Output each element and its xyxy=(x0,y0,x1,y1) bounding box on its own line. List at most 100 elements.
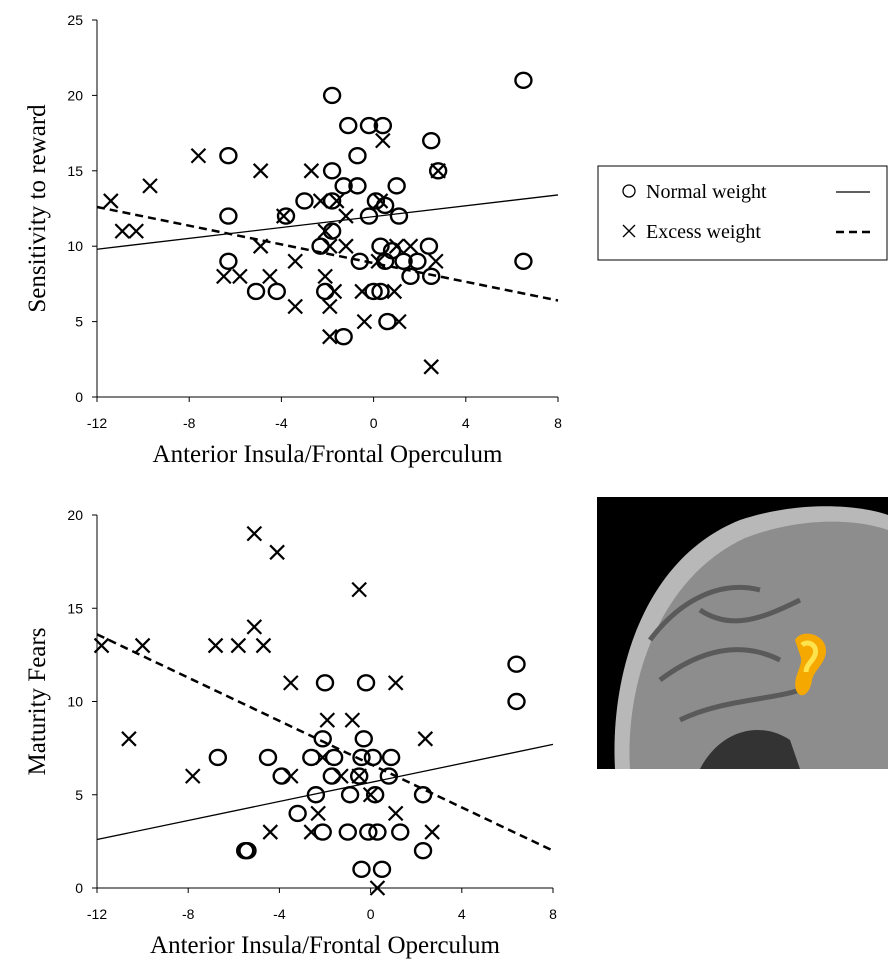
circle-marker xyxy=(353,862,369,877)
cross-marker xyxy=(254,164,268,178)
legend-label: Normal weight xyxy=(646,181,767,203)
circle-marker xyxy=(324,88,340,103)
cross-marker xyxy=(355,284,369,298)
circle-marker xyxy=(389,178,405,193)
circle-marker xyxy=(290,806,306,821)
cross-marker xyxy=(429,254,443,268)
cross-marker xyxy=(247,527,261,541)
x-tick-label: -4 xyxy=(273,906,286,922)
y-tick-label: 5 xyxy=(75,314,83,330)
cross-marker xyxy=(389,806,403,820)
x-tick-label: 0 xyxy=(367,906,375,922)
cross-marker xyxy=(115,224,129,238)
y-tick-label: 25 xyxy=(67,12,83,28)
cross-marker xyxy=(233,269,247,283)
circle-marker xyxy=(515,254,531,269)
cross-marker xyxy=(104,194,118,208)
circle-marker xyxy=(509,657,525,672)
cross-marker xyxy=(314,194,328,208)
circle-marker xyxy=(220,209,236,224)
cross-marker xyxy=(352,769,366,783)
y-tick-label: 15 xyxy=(67,163,83,179)
circle-marker xyxy=(391,209,407,224)
cross-marker xyxy=(327,284,341,298)
cross-marker xyxy=(352,583,366,597)
cross-marker xyxy=(186,769,200,783)
circle-marker xyxy=(210,750,226,765)
x-axis-label: Anterior Insula/Frontal Operculum xyxy=(153,441,503,468)
circle-marker xyxy=(509,694,525,709)
cross-marker xyxy=(136,639,150,653)
circle-marker xyxy=(278,209,294,224)
cross-marker xyxy=(263,825,277,839)
circle-marker xyxy=(324,163,340,178)
cross-marker xyxy=(418,732,432,746)
cross-marker xyxy=(304,825,318,839)
y-tick-label: 20 xyxy=(67,87,83,103)
y-axis-label: Sensitivity to reward xyxy=(24,104,51,313)
x-tick-label: -4 xyxy=(275,415,288,431)
y-tick-label: 10 xyxy=(67,238,83,254)
circle-marker xyxy=(296,193,312,208)
x-tick-label: 8 xyxy=(554,415,562,431)
circle-marker xyxy=(515,73,531,88)
cross-marker xyxy=(376,134,390,148)
circle-marker xyxy=(317,675,333,690)
brain-image xyxy=(597,497,888,769)
cross-marker xyxy=(339,209,353,223)
circle-marker xyxy=(421,239,437,254)
y-axis-label: Maturity Fears xyxy=(24,628,51,776)
cross-marker xyxy=(304,164,318,178)
fit-line xyxy=(97,207,558,300)
cross-marker xyxy=(323,239,337,253)
cross-marker xyxy=(339,239,353,253)
cross-marker xyxy=(389,676,403,690)
cross-marker xyxy=(334,769,348,783)
cross-marker xyxy=(323,300,337,314)
y-tick-label: 20 xyxy=(67,507,83,523)
x-axis-label: Anterior Insula/Frontal Operculum xyxy=(150,932,500,959)
circle-marker xyxy=(415,843,431,858)
circle-marker xyxy=(260,750,276,765)
cross-marker xyxy=(357,315,371,329)
cross-marker xyxy=(392,315,406,329)
circle-marker xyxy=(315,731,331,746)
cross-marker xyxy=(425,825,439,839)
cross-marker xyxy=(311,806,325,820)
y-tick-label: 15 xyxy=(67,600,83,616)
y-tick-label: 0 xyxy=(75,389,83,405)
cross-marker xyxy=(390,239,404,253)
circle-marker xyxy=(415,787,431,802)
circle-marker xyxy=(423,133,439,148)
cross-marker xyxy=(256,639,270,653)
cross-marker xyxy=(270,545,284,559)
cross-marker xyxy=(320,713,334,727)
circle-marker xyxy=(423,269,439,284)
circle-marker xyxy=(324,769,340,784)
x-tick-label: 0 xyxy=(370,415,378,431)
circle-marker xyxy=(349,148,365,163)
cross-marker xyxy=(424,360,438,374)
cross-marker xyxy=(345,713,359,727)
fit-line xyxy=(97,634,553,850)
x-tick-label: 4 xyxy=(458,906,466,922)
circle-marker xyxy=(336,329,352,344)
circle-marker xyxy=(317,284,333,299)
circle-marker xyxy=(274,769,290,784)
circle-marker xyxy=(374,862,390,877)
page: {"chart_data": [ {"type": "scatter", "x_… xyxy=(0,0,888,969)
x-tick-label: -12 xyxy=(87,415,107,431)
cross-marker xyxy=(403,239,417,253)
x-tick-label: 8 xyxy=(549,906,557,922)
cross-marker xyxy=(143,179,157,193)
x-tick-label: -8 xyxy=(183,415,196,431)
circle-marker xyxy=(269,284,285,299)
x-tick-label: 4 xyxy=(462,415,470,431)
cross-marker xyxy=(247,620,261,634)
circle-marker xyxy=(248,284,264,299)
x-tick-label: -8 xyxy=(182,906,195,922)
cross-marker xyxy=(231,639,245,653)
cross-marker xyxy=(288,300,302,314)
cross-marker xyxy=(263,269,277,283)
y-tick-label: 0 xyxy=(75,880,83,896)
